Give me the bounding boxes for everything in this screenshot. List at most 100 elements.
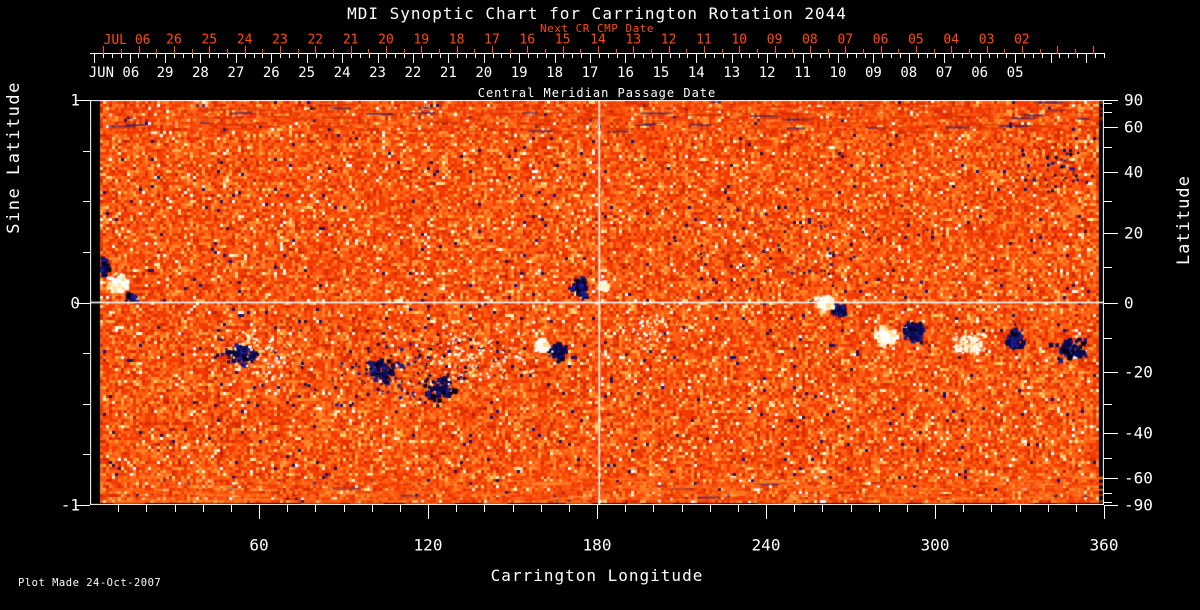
sine-latitude-tick (83, 454, 90, 456)
cmp-minor-tick (501, 54, 503, 58)
cmp-minor-tick (563, 54, 565, 58)
next-cr-day-tick (456, 46, 458, 54)
longitude-tick-label: 180 (582, 535, 612, 555)
latitude-tick (1104, 112, 1112, 114)
cmp-minor-tick (793, 54, 795, 58)
cmp-minor-tick (138, 54, 140, 58)
next-cr-day-tick (986, 46, 988, 54)
cmp-minor-tick (386, 54, 388, 58)
cmp-minor-tick (120, 54, 122, 58)
longitude-tick (822, 505, 824, 512)
next-cr-minor-tick (438, 49, 440, 54)
cmp-minor-tick (652, 54, 654, 58)
cmp-date-label: 28 (191, 65, 209, 81)
cmp-day-tick (200, 54, 202, 63)
cmp-minor-tick (474, 54, 476, 58)
cmp-minor-tick (1103, 54, 1105, 58)
cmp-minor-tick (1032, 54, 1034, 58)
next-cr-day-tick (845, 46, 847, 54)
cmp-minor-tick (687, 54, 689, 58)
cmp-minor-tick (775, 54, 777, 58)
next-cr-day-tick (279, 46, 281, 54)
latitude-tick (1104, 147, 1112, 149)
latitude-tick-label: 90 (1124, 90, 1144, 110)
cmp-minor-tick (147, 54, 149, 58)
next-cr-date-label: 02 (1014, 32, 1030, 48)
latitude-tick-label: 60 (1124, 117, 1144, 137)
longitude-tick (1104, 505, 1105, 519)
next-cr-day-tick (703, 46, 705, 54)
longitude-tick-label: 300 (920, 535, 950, 555)
cmp-minor-tick (970, 54, 972, 58)
cmp-minor-tick (669, 54, 671, 58)
cmp-date-label: 20 (475, 65, 493, 81)
longitude-tick (512, 505, 514, 512)
cmp-minor-tick (218, 54, 220, 58)
cmp-date-label: 18 (546, 65, 564, 81)
cmp-minor-tick (820, 54, 822, 58)
cmp-minor-tick (288, 54, 290, 58)
next-cr-minor-tick (297, 49, 299, 54)
cmp-date-label: 19 (510, 65, 528, 81)
cmp-day-tick (165, 54, 166, 63)
longitude-tick (737, 505, 739, 512)
longitude-tick (568, 505, 570, 512)
cmp-minor-tick (643, 54, 645, 58)
next-cr-minor-tick (827, 49, 829, 54)
cmp-minor-tick (439, 54, 441, 58)
longitude-tick (625, 505, 627, 512)
next-cr-date-label: 16 (519, 32, 536, 48)
cmp-date-label: 12 (758, 65, 776, 81)
next-cr-minor-tick (226, 49, 228, 54)
cmp-minor-tick (528, 54, 530, 58)
cmp-minor-tick (1077, 54, 1079, 58)
longitude-tick-label: 360 (1089, 535, 1119, 555)
next-cr-minor-tick (792, 49, 794, 54)
cmp-minor-tick (457, 54, 459, 58)
cmp-date-label: 13 (723, 65, 741, 81)
cmp-minor-tick (280, 54, 282, 58)
next-cr-minor-tick (968, 49, 970, 54)
sine-latitude-tick (83, 201, 90, 203)
cmp-minor-tick (430, 54, 432, 58)
cmp-day-tick (129, 54, 131, 63)
longitude-tick (597, 505, 598, 519)
latitude-tick (1104, 267, 1112, 269)
longitude-tick (287, 505, 289, 512)
cmp-minor-tick (953, 54, 955, 58)
longitude-tick (1019, 505, 1021, 512)
next-cr-date-label: 20 (378, 32, 394, 48)
next-cr-day-tick (350, 46, 352, 54)
latitude-tick-label: 20 (1124, 223, 1144, 243)
cmp-minor-tick (784, 54, 786, 58)
cmp-day-tick (448, 54, 450, 63)
cmp-minor-tick (536, 54, 538, 58)
cmp-minor-tick (253, 54, 255, 58)
longitude-tick (1047, 505, 1049, 512)
latitude-tick (1104, 100, 1118, 101)
longitude-tick (174, 505, 176, 512)
cmp-day-tick (837, 54, 839, 63)
next-cr-day-tick (809, 46, 811, 54)
next-cr-date-label: 21 (342, 32, 359, 48)
cmp-minor-tick (961, 54, 963, 58)
cmp-minor-tick (997, 54, 999, 58)
next-cr-date-label: 23 (272, 32, 288, 48)
latitude-tick (1104, 501, 1112, 503)
cmp-axis-title: Central Meridian Passage Date (477, 86, 717, 100)
latitude-tick (1104, 302, 1118, 304)
latitude-tick-label: -40 (1124, 423, 1153, 443)
cmp-minor-tick (466, 54, 468, 58)
longitude-tick (963, 505, 965, 512)
next-cr-minor-tick (933, 49, 935, 54)
cmp-minor-tick (935, 54, 937, 58)
sine-latitude-tick (83, 150, 90, 152)
sine-latitude-tick-label: -1 (60, 495, 80, 515)
cmp-minor-tick (829, 54, 831, 58)
longitude-tick (1075, 505, 1077, 512)
longitude-tick (118, 505, 120, 512)
next-cr-day-tick (1021, 46, 1023, 54)
latitude-tick-label: -90 (1124, 495, 1153, 515)
latitude-tick (1104, 127, 1118, 129)
next-cr-minor-tick (191, 49, 193, 54)
